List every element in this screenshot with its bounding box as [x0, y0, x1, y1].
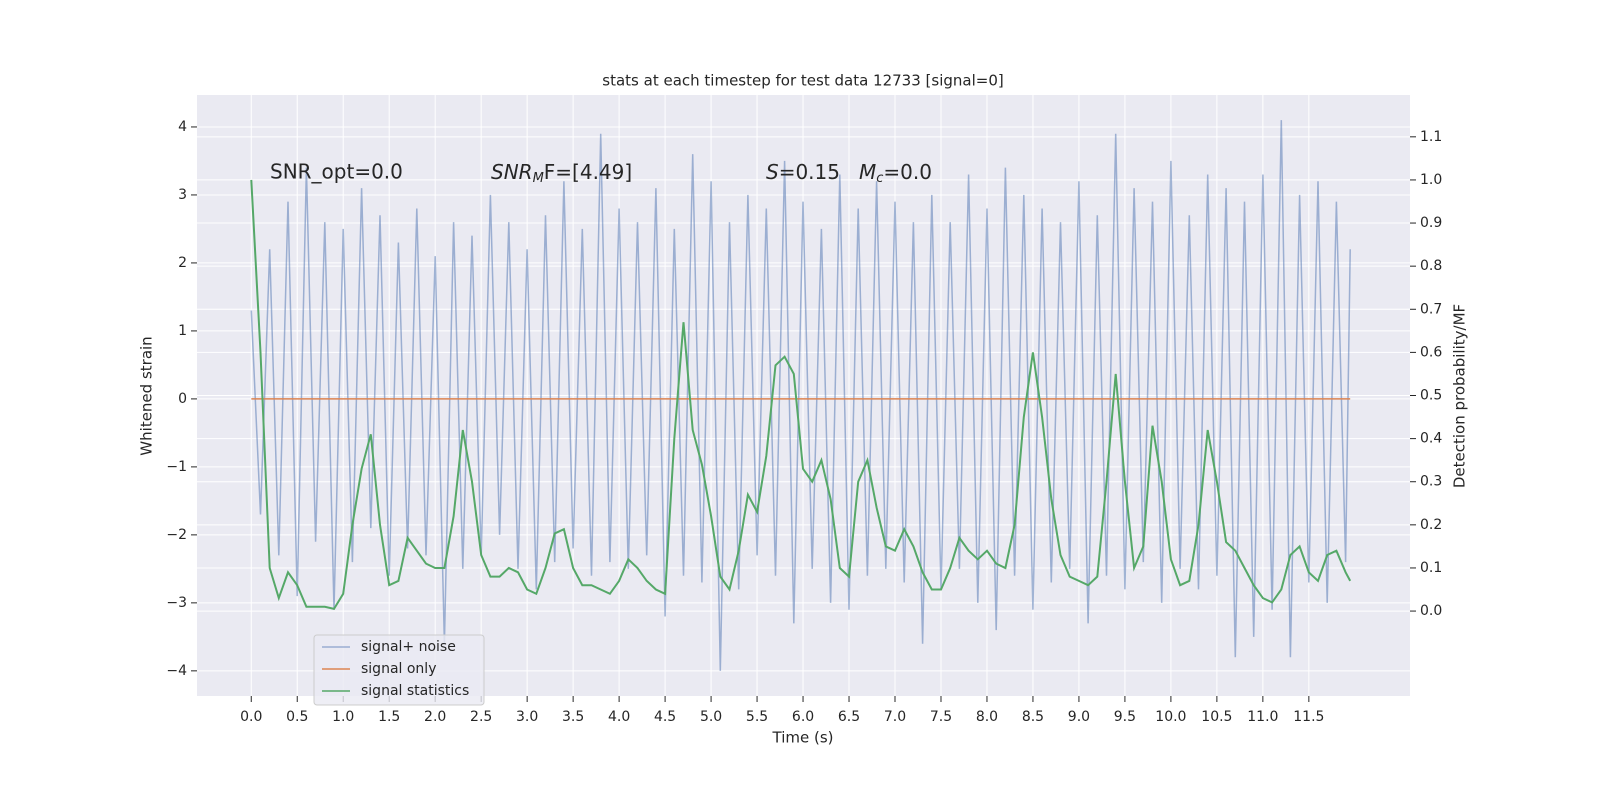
y-tick-label: 2 — [178, 255, 187, 271]
x-tick-label: 11.5 — [1293, 709, 1324, 725]
x-tick-label: 11.0 — [1247, 709, 1278, 725]
annotation-part: =0.15 — [779, 160, 840, 184]
x-tick-label: 1.5 — [378, 709, 400, 725]
x-tick-label: 4.0 — [608, 709, 630, 725]
y2-tick-label: 0.9 — [1420, 215, 1442, 231]
y-tick-label: 3 — [178, 187, 187, 203]
x-tick-label: 8.0 — [976, 709, 998, 725]
annotation-sub: c — [876, 171, 883, 186]
annotation-part: S — [766, 160, 779, 184]
y-tick-label: 4 — [178, 119, 187, 135]
x-tick-label: 5.0 — [700, 709, 722, 725]
y2-tick-label: 1.0 — [1420, 172, 1442, 188]
x-tick-label: 10.0 — [1155, 709, 1186, 725]
annotation-sub: M — [533, 171, 544, 186]
x-tick-label: 6.0 — [792, 709, 814, 725]
annotation: SNRMF=[4.49] — [491, 160, 632, 186]
series-line — [250, 120, 1351, 671]
y2-tick-label: 0.8 — [1420, 258, 1442, 274]
y-axis-label: Whitened strain — [138, 336, 156, 455]
x-tick-label: 8.5 — [1022, 709, 1044, 725]
y2-tick-label: 0.7 — [1420, 301, 1442, 317]
x-axis-label: Time (s) — [772, 729, 834, 747]
x-tick-label: 4.5 — [654, 709, 676, 725]
y-tick-label: 0 — [178, 391, 187, 407]
annotation: SNR_opt=0.0 — [270, 160, 403, 184]
y2-tick-label: 0.6 — [1420, 344, 1442, 360]
y2-tick-label: 0.4 — [1420, 431, 1442, 447]
y-tick-label: −3 — [166, 595, 187, 611]
x-tick-label: 6.5 — [838, 709, 860, 725]
annotation-part: F=[4.49] — [544, 160, 632, 184]
annotation-part: M — [859, 160, 876, 184]
annotation: Mc=0.0 — [859, 160, 932, 186]
x-tick-label: 7.5 — [930, 709, 952, 725]
x-tick-label: 7.0 — [884, 709, 906, 725]
series-line — [250, 179, 1352, 611]
legend-label: signal only — [361, 661, 436, 677]
x-tick-label: 9.5 — [1114, 709, 1136, 725]
y2-tick-label: 0.3 — [1420, 474, 1442, 490]
x-tick-label: 2.5 — [470, 709, 492, 725]
y-tick-label: −4 — [166, 663, 187, 679]
y2-axis-label: Detection probability/MF — [1451, 304, 1469, 488]
x-tick-label: 9.0 — [1068, 709, 1090, 725]
annotation-part: SNR — [491, 160, 533, 184]
y2-tick-label: 0.1 — [1420, 560, 1442, 576]
y-tick-label: 1 — [178, 323, 187, 339]
x-tick-label: 5.5 — [746, 709, 768, 725]
legend-label: signal statistics — [361, 683, 469, 699]
annotation-part: =0.0 — [883, 160, 932, 184]
x-tick-label: 1.0 — [332, 709, 354, 725]
x-tick-label: 0.0 — [240, 709, 262, 725]
chart-title: stats at each timestep for test data 127… — [602, 72, 1003, 90]
y-tick-label: −1 — [166, 459, 187, 475]
y2-tick-label: 0.5 — [1420, 388, 1442, 404]
y2-tick-label: 1.1 — [1420, 129, 1442, 145]
x-tick-label: 3.5 — [562, 709, 584, 725]
legend-label: signal+ noise — [361, 639, 456, 655]
legend-box — [313, 634, 485, 706]
x-tick-label: 10.5 — [1201, 709, 1232, 725]
y2-tick-label: 0.0 — [1420, 603, 1442, 619]
y2-tick-label: 0.2 — [1420, 517, 1442, 533]
annotation: S=0.15 — [766, 160, 840, 184]
x-tick-label: 0.5 — [286, 709, 308, 725]
x-tick-label: 2.0 — [424, 709, 446, 725]
x-tick-label: 3.0 — [516, 709, 538, 725]
y-tick-label: −2 — [166, 527, 187, 543]
